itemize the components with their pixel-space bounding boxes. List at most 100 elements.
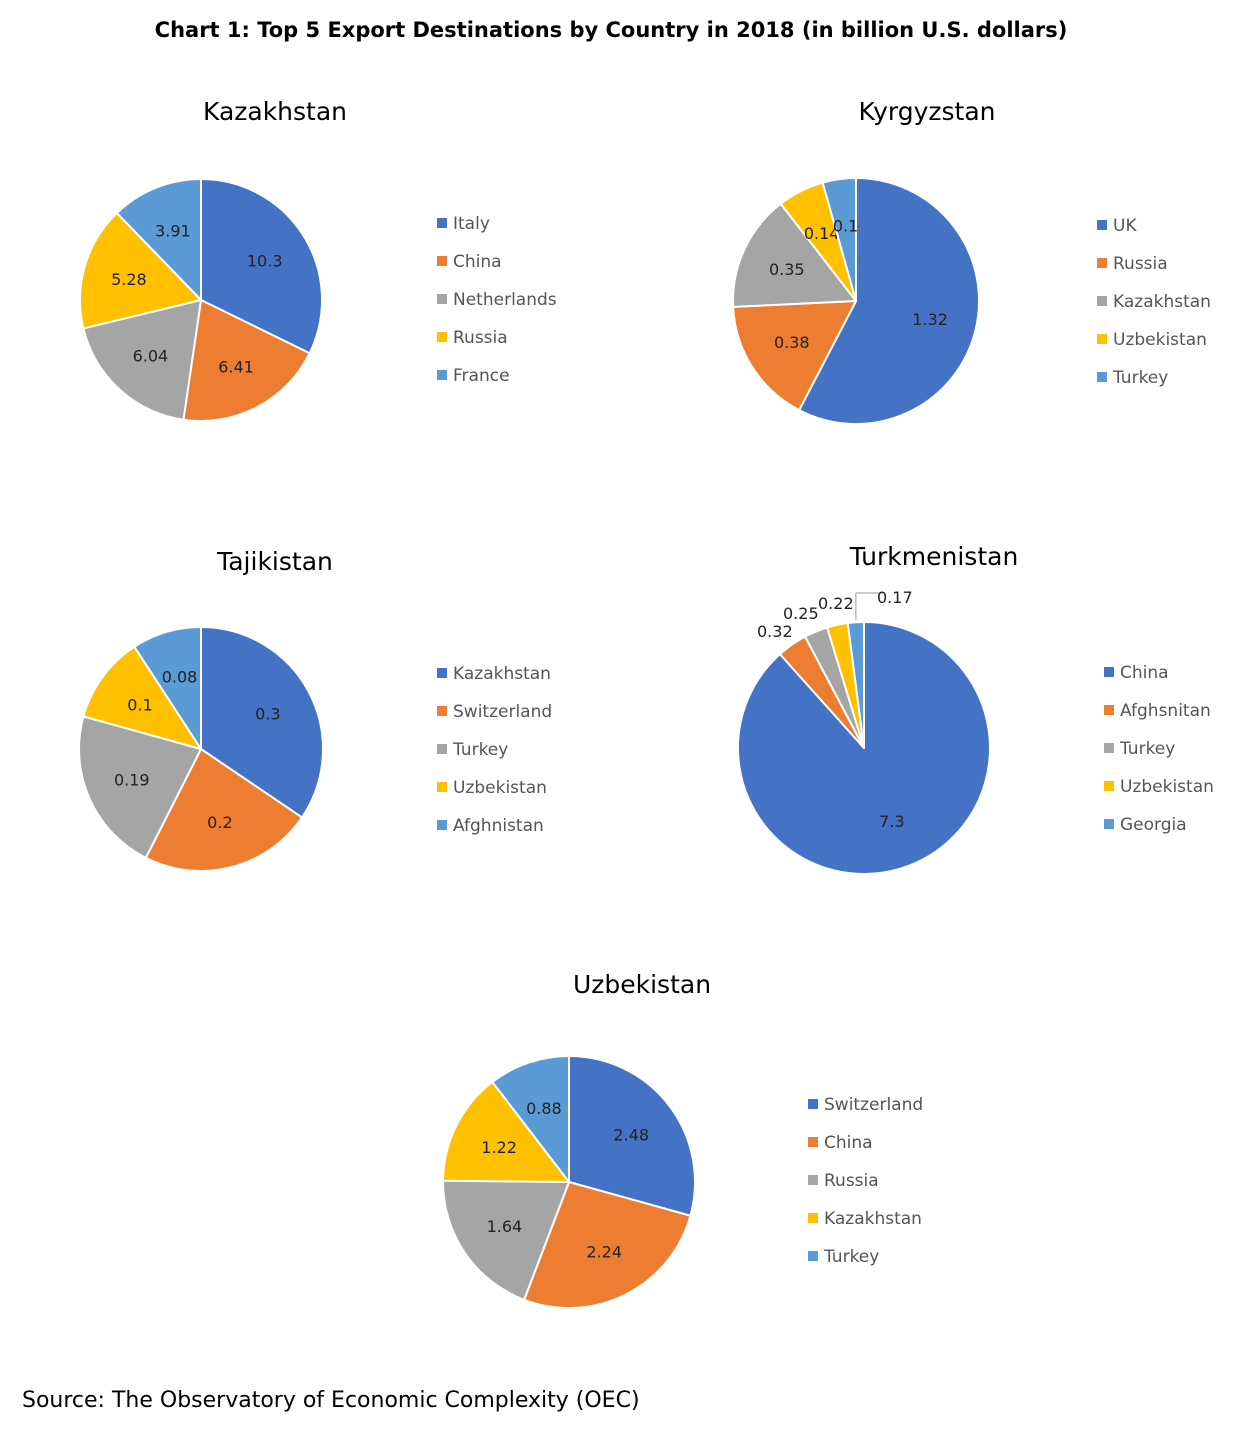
data-label-kazakhstan: 0.3 bbox=[255, 705, 280, 724]
pie-slice-kazakhstan bbox=[732, 202, 857, 308]
pie-slice-china bbox=[182, 299, 311, 422]
data-label-turkey: 0.19 bbox=[114, 771, 150, 790]
pie-slice-uk bbox=[798, 177, 980, 425]
legend-label-uzbekistan: Uzbekistan bbox=[1113, 330, 1207, 350]
legend-label-china: China bbox=[1120, 663, 1169, 683]
pie-slice-china bbox=[523, 1181, 692, 1310]
legend-label-kazakhstan: Kazakhstan bbox=[1113, 292, 1211, 312]
pie-slice-turkey bbox=[821, 177, 857, 302]
pie-svg: Kazakhstan 10.3 6.41 6.04 5.28 3.91 Italy China… bbox=[79, 97, 557, 422]
legend-swatch-china bbox=[1104, 667, 1114, 677]
chart-title: Uzbekistan bbox=[573, 970, 711, 999]
legend-label-russia: Russia bbox=[453, 328, 508, 348]
legend-label-uzbekistan: Uzbekistan bbox=[453, 778, 547, 798]
pie-svg: Kyrgyzstan 1.32 0.38 0.35 0.140.1 UK Russia Kaz… bbox=[732, 97, 1211, 425]
data-label-turkey: 0.25 bbox=[783, 604, 819, 623]
data-label-uzbekistan: 0.1 bbox=[127, 695, 152, 714]
pie-slice-france bbox=[115, 178, 202, 301]
legend-swatch-turkey bbox=[808, 1251, 818, 1261]
legend-swatch-russia bbox=[1097, 258, 1107, 268]
pie-slice-italy bbox=[200, 178, 324, 355]
legend-swatch-turkey bbox=[437, 744, 447, 754]
pie-svg: Tajikistan 0.3 0.2 0.19 0.1 0.08 Kazakhstan Swi… bbox=[78, 547, 552, 872]
pie-slice-afghnistan bbox=[133, 626, 202, 750]
data-label-france: 3.91 bbox=[155, 222, 191, 241]
data-label-china: 7.3 bbox=[879, 812, 904, 831]
data-label-switzerland: 0.2 bbox=[207, 813, 232, 832]
legend-swatch-russia bbox=[437, 332, 447, 342]
pie-slice-netherlands bbox=[82, 299, 202, 421]
data-label-kazakhstan: 0.35 bbox=[769, 260, 805, 279]
data-label-china: 6.41 bbox=[218, 357, 254, 376]
legend-swatch-italy bbox=[437, 218, 447, 228]
legend-label-turkey: Turkey bbox=[823, 1247, 879, 1267]
data-label-uzbekistan: 0.14 bbox=[804, 224, 840, 243]
legend-label-georgia: Georgia bbox=[1120, 815, 1187, 835]
legend-swatch-turkey bbox=[1104, 743, 1114, 753]
legend-swatch-kazakhstan bbox=[808, 1213, 818, 1223]
legend-label-china: China bbox=[453, 252, 502, 272]
legend-swatch-afghsnitan bbox=[1104, 705, 1114, 715]
source-note: Source: The Observatory of Economic Comp… bbox=[22, 1388, 640, 1413]
legend-label-uk: UK bbox=[1113, 216, 1137, 236]
pie-slice-turkey bbox=[491, 1055, 570, 1183]
chart-title: Turkmenistan bbox=[849, 542, 1019, 571]
legend-label-france: France bbox=[453, 366, 510, 386]
legend-swatch-china bbox=[808, 1137, 818, 1147]
legend-swatch-netherlands bbox=[437, 294, 447, 304]
pie-svg: Uzbekistan 2.48 2.24 1.64 1.22 0.88 Switzerlan… bbox=[442, 970, 923, 1310]
legend-swatch-switzerland bbox=[437, 706, 447, 716]
legend-label-afghsnitan: Afghsnitan bbox=[1120, 701, 1211, 721]
pie-slice-turkey bbox=[78, 715, 202, 859]
legend-swatch-turkey bbox=[1097, 372, 1107, 382]
data-label-uk: 1.32 bbox=[912, 310, 948, 329]
data-label-china: 2.24 bbox=[586, 1243, 622, 1262]
data-label-turkey: 0.1 bbox=[833, 217, 858, 236]
legend-label-turkey: Turkey bbox=[1112, 368, 1168, 388]
pie-slice-georgia bbox=[846, 620, 865, 749]
pie-chart-tajikistan: Tajikistan 0.3 0.2 0.19 0.1 0.08 Kazakhstan Swi… bbox=[0, 540, 600, 900]
legend-swatch-switzerland bbox=[808, 1099, 818, 1109]
legend-swatch-uzbekistan bbox=[437, 782, 447, 792]
pie-chart-uzbekistan: Uzbekistan 2.48 2.24 1.64 1.22 0.88 Switzerlan… bbox=[367, 965, 967, 1325]
legend-swatch-uzbekistan bbox=[1097, 334, 1107, 344]
data-label-russia: 0.38 bbox=[774, 333, 810, 352]
legend-swatch-china bbox=[437, 256, 447, 266]
pie-slice-uzbekistan bbox=[82, 645, 202, 750]
page-title: Chart 1: Top 5 Export Destinations by Co… bbox=[154, 18, 1068, 42]
legend-swatch-kazakhstan bbox=[1097, 296, 1107, 306]
legend-label-afghnistan: Afghnistan bbox=[453, 816, 544, 836]
legend-label-china: China bbox=[824, 1133, 873, 1153]
data-label-afghsnitan: 0.32 bbox=[757, 622, 793, 641]
pie-slice-switzerland bbox=[144, 748, 303, 872]
pie-chart-kyrgyzstan: Kyrgyzstan 1.32 0.38 0.35 0.14 0.1 UK Russia Kaz… bbox=[650, 90, 1250, 450]
legend-label-russia: Russia bbox=[1113, 254, 1168, 274]
legend-swatch-uk bbox=[1097, 220, 1107, 230]
legend-swatch-russia bbox=[808, 1175, 818, 1185]
legend-label-turkey: Turkey bbox=[1119, 739, 1175, 759]
legend-label-turkey: Turkey bbox=[452, 740, 508, 760]
data-label-russia: 1.64 bbox=[487, 1217, 523, 1236]
legend-swatch-georgia bbox=[1104, 819, 1114, 829]
data-label-italy: 10.3 bbox=[247, 251, 283, 270]
pie-chart-kazakhstan: Kazakhstan 10.3 6.41 6.04 5.28 3.91 Italy China… bbox=[0, 90, 600, 450]
pie-slice-russia bbox=[732, 300, 857, 412]
legend-swatch-france bbox=[437, 370, 447, 380]
leader-line bbox=[855, 592, 883, 621]
pie-slice-switzerland bbox=[568, 1055, 696, 1217]
legend-label-kazakhstan: Kazakhstan bbox=[453, 664, 551, 684]
data-label-russia: 5.28 bbox=[111, 270, 147, 289]
legend-swatch-uzbekistan bbox=[1104, 781, 1114, 791]
legend-label-uzbekistan: Uzbekistan bbox=[1120, 777, 1214, 797]
pie-svg: Turkmenistan 7.3 0.320.250.22 0.17 China Afgh… bbox=[737, 542, 1214, 875]
data-label-kazakhstan: 1.22 bbox=[481, 1138, 517, 1157]
pie-slice-russia bbox=[79, 212, 202, 330]
legend-label-russia: Russia bbox=[824, 1171, 879, 1191]
legend-label-switzerland: Switzerland bbox=[453, 702, 552, 722]
chart-title: Tajikistan bbox=[216, 547, 333, 576]
pie-chart-turkmenistan: Turkmenistan 7.3 0.32 0.25 0.22 0.17 China Afgh… bbox=[650, 535, 1250, 895]
data-label-afghnistan: 0.08 bbox=[162, 668, 198, 687]
legend-swatch-afghnistan bbox=[437, 820, 447, 830]
data-label-switzerland: 2.48 bbox=[613, 1126, 649, 1145]
legend-swatch-kazakhstan bbox=[437, 668, 447, 678]
